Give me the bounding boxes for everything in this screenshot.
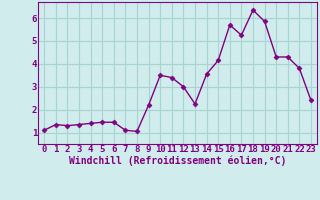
X-axis label: Windchill (Refroidissement éolien,°C): Windchill (Refroidissement éolien,°C)	[69, 156, 286, 166]
